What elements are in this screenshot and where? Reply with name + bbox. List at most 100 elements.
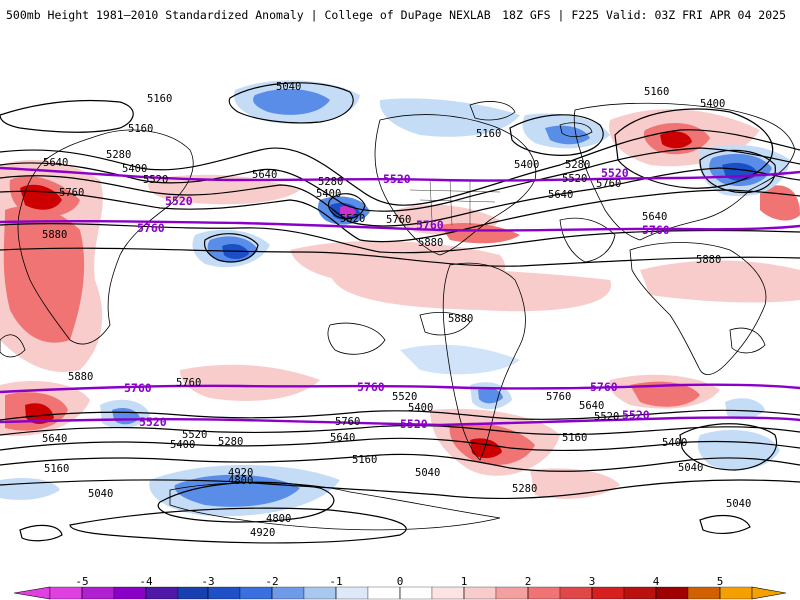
reference-label: 5760 <box>642 223 670 237</box>
contour-labels: 5040 5160 5160 5280 5400 5520 5640 5760 … <box>42 81 751 539</box>
contour-label: 5280 <box>565 159 590 171</box>
reference-label: 5760 <box>137 221 165 235</box>
contour-label: 4920 <box>228 467 253 479</box>
contour-label: 5160 <box>128 123 153 135</box>
map-title: 500mb Height 1981–2010 Standardized Anom… <box>6 8 491 22</box>
contour-label: 5040 <box>276 81 301 93</box>
colorbar-segment <box>367 586 401 600</box>
reference-contour-labels: 5520 5520 5520 5760 5760 5760 5760 5760 … <box>124 166 670 431</box>
reference-label: 5520 <box>383 172 411 186</box>
colorbar-segment <box>559 586 593 600</box>
contour-label: 5400 <box>122 163 147 175</box>
contour-label: 5640 <box>42 433 67 445</box>
colorbar-tick-label: -1 <box>329 575 343 588</box>
colorbar-tick-label: 0 <box>396 575 404 588</box>
contour-label: 5160 <box>562 432 587 444</box>
colorbar-tick-label: 2 <box>524 575 532 588</box>
contour-label: 5040 <box>88 488 113 500</box>
contour-label: 5160 <box>644 86 669 98</box>
colorbar-segment <box>719 586 753 600</box>
contour-label: 5520 <box>182 429 207 441</box>
colorbar-segment <box>399 586 433 600</box>
colorbar-segment <box>495 586 529 600</box>
colorbar-segment <box>655 586 689 600</box>
contour-label: 4800 <box>266 513 291 525</box>
contour-label: 5400 <box>700 98 725 110</box>
anomaly-map[interactable]: 5040 5160 5160 5280 5400 5520 5640 5760 … <box>0 40 800 556</box>
colorbar-segment <box>239 586 273 600</box>
reference-contours <box>0 166 800 427</box>
map-panel[interactable]: 5040 5160 5160 5280 5400 5520 5640 5760 … <box>0 40 800 556</box>
colorbar-tick-label: 1 <box>460 575 468 588</box>
colorbar-segment <box>207 586 241 600</box>
colorbar-segment <box>623 586 657 600</box>
map-header: 500mb Height 1981–2010 Standardized Anom… <box>0 0 800 30</box>
colorbar-tick-label: 5 <box>716 575 724 588</box>
contour-label: 5760 <box>59 187 84 199</box>
contour-label: 5760 <box>596 178 621 190</box>
anomaly-shading <box>0 80 800 517</box>
contour-label: 5520 <box>340 213 365 225</box>
model-run-info: 18Z GFS | F225 Valid: 03Z FRI APR 04 202… <box>502 8 786 22</box>
contour-label: 5640 <box>330 432 355 444</box>
contour-label: 5160 <box>147 93 172 105</box>
contour-label: 5880 <box>42 229 67 241</box>
contour-label: 5160 <box>476 128 501 140</box>
colorbar-tick-label: -3 <box>201 575 215 588</box>
contour-label: 5520 <box>392 391 417 403</box>
colorbar-segment <box>303 586 337 600</box>
contour-label: 5520 <box>143 174 168 186</box>
contour-label: 5040 <box>726 498 751 510</box>
contour-label: 5280 <box>218 436 243 448</box>
contour-label: 5880 <box>418 237 443 249</box>
colorbar-segment <box>527 586 561 600</box>
contour-label: 5640 <box>252 169 277 181</box>
reference-label: 5520 <box>601 166 629 180</box>
contour-label: 5760 <box>386 214 411 226</box>
reference-label: 5520 <box>400 417 428 431</box>
colorbar-tick-label: -5 <box>75 575 89 588</box>
colorbar-segment <box>591 586 625 600</box>
contour-label: 5160 <box>44 463 69 475</box>
contour-label: 5040 <box>678 462 703 474</box>
colorbar-segment <box>113 586 147 600</box>
colorbar-segment <box>49 586 83 600</box>
colorbar-segment <box>687 586 721 600</box>
colorbar-segments <box>49 586 753 600</box>
contour-label: 5640 <box>43 157 68 169</box>
height-contours <box>0 82 800 544</box>
colorbar-tick-label: -4 <box>139 575 153 588</box>
contour-label: 5040 <box>415 467 440 479</box>
colorbar-segment <box>335 586 369 600</box>
contour-label: 4920 <box>250 527 275 539</box>
colorbar-segment <box>145 586 179 600</box>
colorbar-segment <box>431 586 465 600</box>
colorbar-segment <box>271 586 305 600</box>
colorbar-ticks <box>81 587 721 599</box>
contour-label: 5880 <box>68 371 93 383</box>
contour-label: 5400 <box>316 188 341 200</box>
contour-label: 5280 <box>106 149 131 161</box>
contour-label: 5640 <box>579 400 604 412</box>
contour-label: 5640 <box>642 211 667 223</box>
colorbar-tick-label: -2 <box>265 575 279 588</box>
reference-label: 5760 <box>357 380 385 394</box>
contour-label: 5520 <box>562 173 587 185</box>
contour-label: 5640 <box>548 189 573 201</box>
reference-label: 5760 <box>590 380 618 394</box>
contour-label: 5880 <box>448 313 473 325</box>
contour-label: 5760 <box>546 391 571 403</box>
contour-label: 5400 <box>514 159 539 171</box>
anomaly-colorbar <box>13 586 787 600</box>
reference-label: 5520 <box>139 415 167 429</box>
contour-label: 5160 <box>352 454 377 466</box>
colorbar-tick-label: 4 <box>652 575 660 588</box>
reference-label: 5760 <box>124 381 152 395</box>
reference-label: 5520 <box>622 408 650 422</box>
contour-label: 5400 <box>170 439 195 451</box>
contour-label: 5520 <box>594 411 619 423</box>
reference-label: 5520 <box>165 194 193 208</box>
contour-label: 4800 <box>228 475 253 487</box>
colorbar-tick-label: 3 <box>588 575 596 588</box>
colorbar-segment <box>81 586 115 600</box>
